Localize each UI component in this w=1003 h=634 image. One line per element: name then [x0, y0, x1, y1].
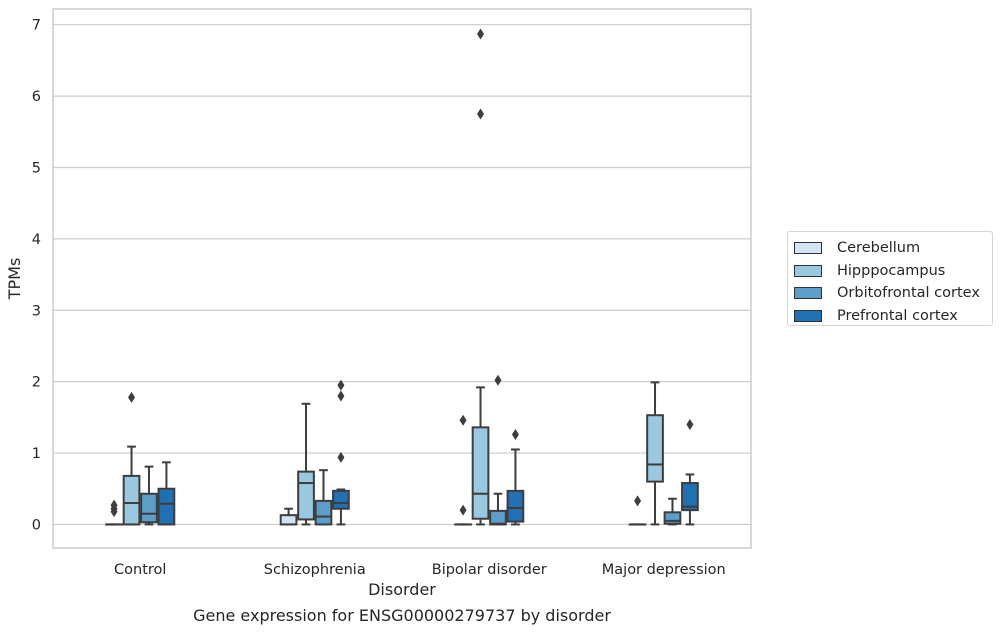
legend-item: Orbitofrontal cortex: [794, 282, 992, 305]
legend-swatch: [794, 264, 822, 277]
x-tick-label: Schizophrenia: [264, 562, 366, 578]
legend-swatch: [794, 287, 822, 300]
legend-swatch: [794, 242, 822, 255]
outlier-point: [337, 379, 345, 391]
legend-label: Orbitofrontal cortex: [837, 285, 980, 302]
outlier-point: [110, 499, 118, 511]
x-tick-label: Control: [114, 562, 166, 578]
x-tick-label: Major depression: [602, 562, 726, 578]
legend-item: Hipppocampus: [794, 260, 992, 283]
box-prefrontal-cortex-schizophrenia: [332, 489, 350, 510]
y-tick-label: 6: [32, 89, 41, 105]
box-hipppocampus-major-depression: [646, 414, 664, 483]
box-orbitofrontal-cortex-schizophrenia: [314, 499, 333, 526]
outlier-point: [337, 390, 345, 402]
outlier-point: [686, 418, 694, 430]
y-tick-label: 4: [32, 232, 41, 248]
box-prefrontal-cortex-major-depression: [681, 482, 699, 512]
outlier-point: [128, 391, 136, 403]
legend-swatch: [794, 309, 822, 322]
outlier-point: [634, 495, 642, 507]
box-prefrontal-cortex-control: [157, 487, 176, 526]
box-hipppocampus-schizophrenia: [297, 470, 315, 521]
y-tick-label: 2: [32, 375, 41, 391]
legend-label: Cerebellum: [837, 240, 921, 257]
y-tick-label: 1: [32, 446, 41, 462]
box-orbitofrontal-cortex-major-depression: [663, 511, 682, 525]
legend-item: Cerebellum: [794, 237, 992, 260]
outlier-point: [459, 414, 467, 426]
y-tick-label: 0: [32, 517, 41, 533]
chart-caption: Gene expression for ENSG00000279737 by d…: [193, 606, 611, 625]
outlier-point: [477, 108, 485, 120]
box-hipppocampus-control: [122, 474, 141, 526]
x-tick-label: Bipolar disorder: [432, 562, 547, 578]
box-cerebellum-schizophrenia: [279, 514, 298, 526]
outlier-point: [477, 28, 485, 40]
box-orbitofrontal-cortex-bipolar-disorder: [489, 509, 507, 526]
chart-legend: Cerebellum Hipppocampus Orbitofrontal cort…: [787, 231, 993, 326]
legend-label: Prefrontal cortex: [837, 307, 958, 324]
outlier-point: [459, 504, 467, 516]
y-tick-label: 7: [32, 18, 41, 34]
legend-label: Hipppocampus: [837, 262, 946, 279]
x-axis-label: Disorder: [368, 580, 436, 599]
box-hipppocampus-bipolar-disorder: [471, 426, 490, 520]
outlier-point: [494, 374, 502, 386]
outlier-point: [511, 428, 519, 440]
y-tick-label: 3: [32, 303, 41, 319]
box-orbitofrontal-cortex-control: [140, 492, 158, 524]
outlier-point: [337, 451, 345, 463]
legend-item: Prefrontal cortex: [794, 305, 992, 328]
plot-frame: [52, 8, 752, 549]
y-axis-label: TPMs: [5, 258, 24, 301]
box-prefrontal-cortex-bipolar-disorder: [506, 489, 525, 523]
y-tick-label: 5: [32, 160, 41, 176]
